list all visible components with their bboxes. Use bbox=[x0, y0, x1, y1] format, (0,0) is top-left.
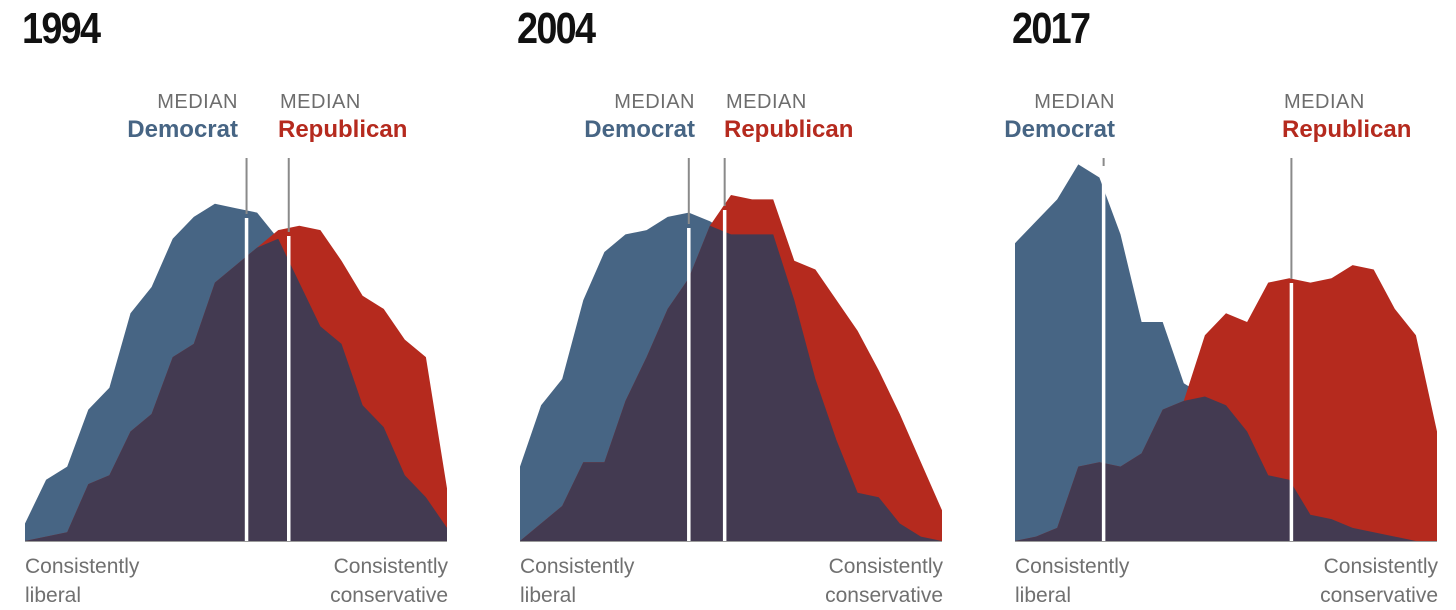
panel-year-title: 2004 bbox=[517, 4, 596, 53]
x-axis-label-conservative: Consistently conservative bbox=[825, 552, 943, 610]
distribution-chart-2017 bbox=[1015, 158, 1437, 542]
democrat-area bbox=[1015, 164, 1437, 541]
x-axis-label-liberal-line2: liberal bbox=[25, 584, 82, 607]
democrat-label: Democrat bbox=[584, 116, 695, 143]
x-axis-label-liberal: Consistently liberal bbox=[25, 552, 139, 610]
x-axis-label-conservative: Consistently conservative bbox=[1320, 552, 1438, 610]
overlap-area bbox=[520, 225, 942, 541]
democrat-label: Democrat bbox=[1004, 116, 1115, 143]
median-caption: MEDIAN bbox=[280, 91, 361, 113]
x-axis-label-liberal-line2: liberal bbox=[1015, 584, 1072, 607]
republican-label: Republican bbox=[724, 116, 854, 143]
x-axis-label-conservative-line2: conservative bbox=[330, 584, 448, 607]
republican-label: Republican bbox=[278, 116, 408, 143]
x-axis-label-liberal-line1: Consistently bbox=[1015, 555, 1130, 578]
median-caption: MEDIAN bbox=[1034, 91, 1115, 113]
x-axis-label-conservative-line2: conservative bbox=[825, 584, 943, 607]
democrat-label: Democrat bbox=[127, 116, 238, 143]
median-caption: MEDIAN bbox=[614, 91, 695, 113]
median-caption: MEDIAN bbox=[157, 91, 238, 113]
median-democrat-label: MEDIAN Democrat bbox=[1004, 92, 1115, 142]
median-caption: MEDIAN bbox=[726, 91, 807, 113]
x-axis-label-liberal-line1: Consistently bbox=[25, 555, 140, 578]
distribution-chart-1994 bbox=[25, 158, 447, 542]
panel-year-title: 2017 bbox=[1012, 4, 1091, 53]
distribution-chart-2004 bbox=[520, 158, 942, 542]
x-axis-label-liberal: Consistently liberal bbox=[1015, 552, 1129, 610]
x-axis-label-conservative-line1: Consistently bbox=[1323, 555, 1438, 578]
chart-panel-2004: 2004 MEDIAN Democrat MEDIAN Republican C… bbox=[495, 0, 965, 607]
x-axis-label-liberal-line1: Consistently bbox=[520, 555, 635, 578]
median-republican-label: MEDIAN Republican bbox=[278, 92, 407, 142]
panel-year-title: 1994 bbox=[22, 4, 101, 53]
x-axis-label-conservative-line2: conservative bbox=[1320, 584, 1438, 607]
chart-panel-2017: 2017 MEDIAN Democrat MEDIAN Republican C… bbox=[990, 0, 1456, 607]
x-axis-label-conservative: Consistently conservative bbox=[330, 552, 448, 610]
x-axis-label-liberal-line2: liberal bbox=[520, 584, 577, 607]
median-democrat-label: MEDIAN Democrat bbox=[127, 92, 238, 142]
chart-panel-1994: 1994 MEDIAN Democrat MEDIAN Republican C… bbox=[0, 0, 470, 607]
median-democrat-label: MEDIAN Democrat bbox=[584, 92, 695, 142]
x-axis-label-conservative-line1: Consistently bbox=[828, 555, 943, 578]
median-republican-label: MEDIAN Republican bbox=[724, 92, 853, 142]
overlap-area bbox=[25, 238, 447, 542]
overlap-area bbox=[1015, 396, 1437, 541]
median-caption: MEDIAN bbox=[1284, 91, 1365, 113]
median-republican-label: MEDIAN Republican bbox=[1282, 92, 1411, 142]
x-axis-label-conservative-line1: Consistently bbox=[333, 555, 448, 578]
x-axis-label-liberal: Consistently liberal bbox=[520, 552, 634, 610]
republican-label: Republican bbox=[1282, 116, 1412, 143]
